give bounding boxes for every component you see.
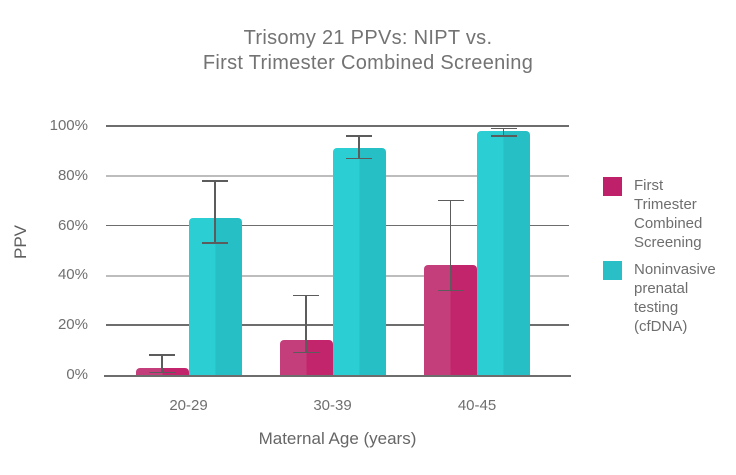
x-axis-line: [104, 375, 571, 377]
legend-swatch-nipt: [603, 261, 622, 280]
error-bar-cap-bottom-fts-20-29: [149, 371, 175, 374]
error-bar-cap-top-fts-40-45: [437, 199, 464, 202]
x-tick-label-30-39: 30-39: [313, 397, 352, 414]
y-tick-label-40: 40%: [57, 266, 88, 284]
chart-title: Trisomy 21 PPVs: NIPT vs. First Trimeste…: [0, 26, 736, 76]
error-bar-cap-bottom-fts-30-39: [293, 351, 319, 354]
error-bar-cap-top-fts-20-29: [149, 354, 175, 356]
y-tick-label-20: 20%: [57, 316, 88, 334]
chart-title-line1: Trisomy 21 PPVs: NIPT vs.: [243, 27, 493, 49]
legend-swatch-fts: [603, 177, 622, 196]
legend-label-nipt: Noninvasive prenatal testing (cfDNA): [634, 261, 716, 335]
y-tick-label-60: 60%: [57, 216, 88, 234]
error-bar-cap-top-nipt-40-45: [490, 127, 517, 130]
x-tick-label-20-29: 20-29: [169, 397, 208, 414]
error-bar-cap-bottom-nipt-20-29: [202, 242, 228, 244]
error-bar-cap-top-fts-30-39: [293, 294, 319, 297]
error-bar-line-nipt-30-39: [358, 135, 360, 159]
error-bar-line-fts-40-45: [449, 200, 452, 291]
bar-nipt-40-45: [477, 130, 530, 375]
error-bar-line-fts-20-29: [161, 355, 163, 373]
y-tick-label-80: 80%: [57, 166, 88, 184]
error-bar-cap-top-nipt-20-29: [202, 180, 228, 182]
y-tick-label-0: 0%: [66, 366, 88, 383]
error-bar-line-nipt-20-29: [214, 180, 216, 244]
legend-item-nipt: Noninvasive prenatal testing (cfDNA): [603, 260, 733, 336]
x-axis-title: Maternal Age (years): [258, 429, 417, 448]
error-bar-line-nipt-40-45: [502, 128, 505, 136]
x-tick-label-40-45: 40-45: [457, 397, 497, 414]
gridline-100: [106, 125, 569, 127]
error-bar-cap-bottom-nipt-30-39: [346, 157, 372, 160]
y-tick-label-100: 100%: [49, 117, 88, 134]
bar-nipt-30-39: [332, 148, 386, 375]
error-bar-cap-bottom-nipt-40-45: [490, 135, 517, 137]
legend-label-fts: First Trimester Combined Screening: [634, 177, 703, 251]
error-bar-cap-bottom-fts-40-45: [437, 289, 464, 292]
legend: First Trimester Combined Screening Nonin…: [603, 176, 733, 344]
chart-title-line2: First Trimester Combined Screening: [202, 52, 534, 74]
error-bar-cap-top-nipt-30-39: [346, 135, 372, 137]
bar-nipt-20-29: [188, 218, 242, 375]
error-bar-line-fts-30-39: [305, 295, 307, 353]
legend-item-fts: First Trimester Combined Screening: [603, 176, 733, 252]
